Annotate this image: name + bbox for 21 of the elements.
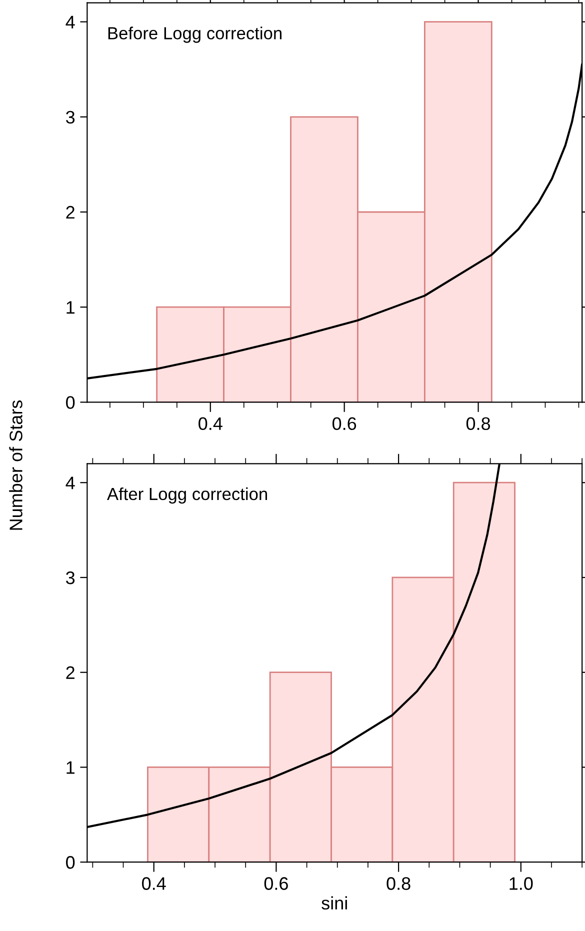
y-axis-title: Number of Stars	[9, 400, 22, 530]
x-tick-label: 0.8	[386, 877, 410, 890]
x-tick-label: 0.4	[142, 877, 166, 890]
x-tick-label: 0.8	[466, 417, 490, 430]
y-tick-label: 4	[66, 476, 75, 490]
y-tick-label: 1	[66, 761, 74, 774]
y-tick-label: 1	[66, 301, 74, 314]
y-tick-label: 0	[66, 856, 75, 869]
y-tick-label: 3	[66, 571, 75, 584]
x-tick-label: 0.6	[264, 877, 288, 890]
x-tick-label: 0.4	[198, 417, 222, 430]
text: After Logg correction	[106, 487, 267, 504]
y-tick-label: 2	[66, 206, 74, 219]
x-tick-label: 1.0	[510, 877, 533, 890]
x-tick-label: 0.6	[332, 417, 356, 430]
y-tick-label: 0	[66, 396, 75, 409]
y-tick-label: 2	[66, 666, 74, 679]
text: Before Logg correction	[108, 26, 282, 43]
y-tick-label: 3	[66, 110, 75, 124]
y-tick-label: 4	[66, 16, 75, 28]
x-axis-title: sini	[322, 896, 347, 910]
